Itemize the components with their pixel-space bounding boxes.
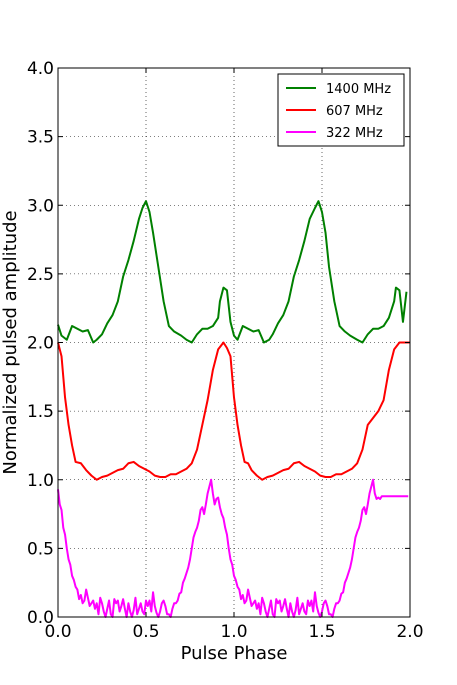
y-tick-label: 2.5: [27, 265, 54, 285]
y-tick-label: 1.5: [27, 402, 54, 422]
legend-label-2: 607 MHz: [326, 104, 383, 119]
y-tick-label: 2.0: [27, 334, 54, 354]
y-tick-label: 3.5: [27, 128, 54, 148]
legend-label-3: 322 MHz: [326, 126, 383, 141]
series-line-1: [57, 200, 408, 344]
legend: 1400 MHz 607 MHz 322 MHz: [277, 73, 405, 147]
x-axis-title: Pulse Phase: [181, 643, 288, 664]
x-tick-label: 0.5: [132, 622, 159, 642]
legend-label-1: 1400 MHz: [326, 82, 391, 97]
series-line-3: [57, 478, 409, 618]
x-tick-label: 1.5: [308, 622, 335, 642]
x-tick-label: 0.0: [44, 622, 71, 642]
series-layer: [57, 200, 410, 618]
y-tick-label: 1.0: [27, 471, 54, 491]
series-line-2: [57, 341, 410, 481]
y-tick-label: 3.0: [27, 196, 54, 216]
y-tick-label: 0.5: [27, 539, 54, 559]
y-axis-title: Normalized pulsed amplitude: [0, 210, 21, 474]
y-tick-label: 4.0: [27, 59, 54, 79]
y-tick-label: 0.0: [27, 608, 54, 628]
x-tick-label: 2.0: [396, 622, 423, 642]
ticks-layer: 0.0 0.5 1.0 1.5 2.0 0.0 0.5 1.0 1.5 2.0 2.5 3.0 3.5 4…: [27, 59, 424, 642]
x-tick-label: 1.0: [220, 622, 247, 642]
legend-items: 1400 MHz 607 MHz 322 MHz: [286, 82, 391, 141]
